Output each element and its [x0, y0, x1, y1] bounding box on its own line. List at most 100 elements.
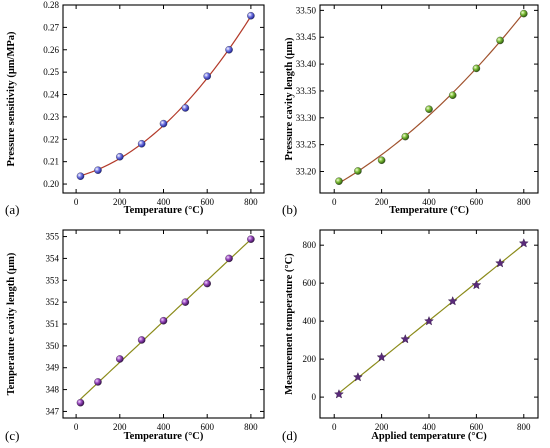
data-point [225, 254, 233, 263]
x-tick-label: 600 [470, 422, 484, 432]
data-point [94, 378, 102, 386]
x-tick-label: 600 [200, 422, 214, 432]
panel-label: (a) [5, 202, 19, 217]
y-tick-label: 33.40 [296, 59, 317, 69]
y-tick-label: 0.20 [43, 179, 59, 189]
y-tick-label: 33.20 [296, 167, 317, 177]
data-point [448, 91, 457, 99]
y-tick-label: 600 [303, 278, 317, 288]
data-point [496, 36, 504, 45]
data-point [116, 152, 124, 161]
data-point [447, 296, 458, 306]
data-point [181, 298, 190, 306]
x-tick-label: 0 [332, 197, 337, 207]
x-tick-label: 400 [157, 422, 171, 432]
x-tick-label: 400 [422, 197, 436, 207]
data-point [225, 46, 233, 54]
x-axis-label: Applied temperature (°C) [371, 431, 487, 442]
x-axis-label: Temperature (°C) [124, 205, 204, 216]
y-axis-label: Pressure sensitivity (μm/MPa) [6, 31, 17, 167]
data-point [424, 316, 434, 326]
data-point [335, 177, 343, 185]
x-tick-label: 400 [157, 197, 171, 207]
plot-frame [62, 4, 265, 194]
x-tick-label: 600 [470, 197, 484, 207]
x-tick-label: 200 [375, 197, 389, 207]
y-tick-label: 349 [46, 363, 60, 373]
y-tick-label: 0.27 [43, 22, 59, 32]
y-tick-label: 200 [303, 354, 317, 364]
chart-panel-3: 0 200 400 600 800 347 348 349 350 351 352 353 354 355… [5, 229, 265, 443]
y-axis-label: Pressure cavity length (μm) [284, 37, 295, 161]
y-tick-label: 347 [46, 406, 60, 416]
y-tick-label: 0.28 [43, 0, 59, 10]
data-point [76, 172, 85, 180]
x-tick-label: 0 [74, 197, 79, 207]
panel-label: (b) [282, 202, 297, 217]
y-tick-label: 400 [303, 316, 317, 326]
data-point [94, 166, 102, 174]
x-tick-label: 200 [375, 422, 389, 432]
y-tick-label: 351 [46, 319, 60, 329]
panel-label: (c) [5, 428, 19, 443]
y-tick-label: 0.25 [43, 67, 59, 77]
y-tick-label: 350 [46, 341, 60, 351]
data-point [247, 235, 255, 243]
x-tick-label: 800 [517, 197, 531, 207]
y-tick-label: 0.24 [43, 90, 59, 100]
y-tick-label: 352 [46, 297, 60, 307]
y-axis-label: Temperature cavity length (μm) [6, 252, 17, 395]
chart-panel-4: 0 200 400 600 800 0 200 400 600 800 Applied temper… [282, 229, 539, 443]
y-axis-label: Measurement temperature (°C) [284, 253, 295, 395]
y-tick-label: 353 [46, 275, 60, 285]
y-tick-label: 33.25 [296, 140, 317, 150]
x-tick-label: 400 [422, 422, 436, 432]
y-tick-label: 355 [46, 232, 60, 242]
data-point [159, 316, 168, 325]
fit-line [338, 243, 525, 394]
data-point [203, 279, 211, 288]
data-point [471, 279, 482, 290]
chart-panel-1: 0 200 400 600 800 0.20 0.21 0.22 0.23 0.24 0.25 0.2… [5, 0, 265, 217]
panel-label: (d) [282, 428, 297, 443]
y-tick-label: 800 [303, 240, 317, 250]
data-point [353, 372, 363, 382]
data-point [116, 355, 124, 363]
data-point [472, 64, 481, 73]
y-tick-label: 33.45 [296, 32, 317, 42]
data-point [76, 398, 85, 407]
x-tick-label: 200 [113, 422, 127, 432]
x-tick-label: 800 [244, 197, 258, 207]
data-point [401, 132, 410, 141]
y-tick-label: 33.30 [296, 113, 317, 123]
x-axis-label: Temperature (°C) [124, 431, 204, 442]
data-point [137, 336, 146, 344]
data-point [334, 389, 344, 399]
plot-frame [319, 229, 539, 419]
y-tick-label: 0.26 [43, 45, 59, 55]
data-point [377, 156, 386, 164]
y-tick-label: 354 [46, 253, 60, 263]
data-point [518, 238, 529, 248]
x-tick-label: 0 [74, 422, 79, 432]
y-tick-label: 348 [46, 385, 60, 395]
data-point [354, 167, 362, 175]
x-tick-label: 0 [332, 422, 337, 432]
data-point [159, 119, 168, 128]
x-tick-label: 800 [517, 422, 531, 432]
fit-line [80, 15, 252, 177]
data-point [400, 334, 411, 344]
data-point [425, 105, 433, 113]
x-tick-label: 800 [244, 422, 258, 432]
y-tick-label: 0 [312, 392, 317, 402]
y-tick-label: 0.22 [43, 134, 59, 144]
data-point [181, 104, 190, 112]
data-point [376, 352, 387, 362]
data-point [137, 140, 146, 148]
chart-panel-2: 0 200 400 600 800 33.20 33.25 33.30 33.35 33.40 33… [282, 4, 539, 217]
x-axis-label: Temperature (°C) [389, 205, 469, 216]
data-point [203, 72, 211, 80]
data-point [495, 258, 505, 268]
plot-frame [319, 4, 539, 194]
